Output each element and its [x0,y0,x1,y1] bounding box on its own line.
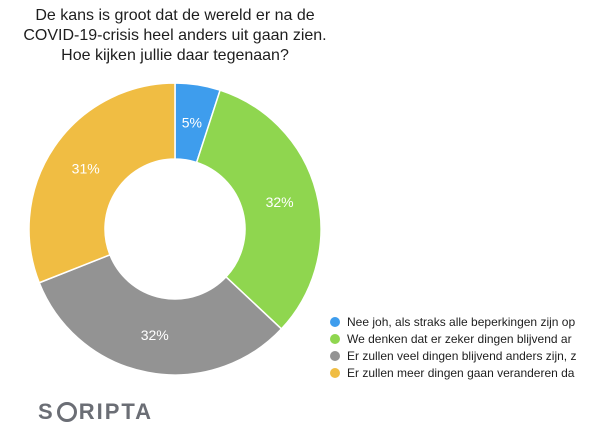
legend-dot-gray [330,350,340,361]
slice-green [195,89,322,331]
donut-chart: 5% 32% 32% 31% [28,82,322,376]
legend-item: We denken dat er zeker dingen blijvend a… [330,330,590,347]
legend-item: Er zullen veel dingen blijvend anders zi… [330,347,590,364]
logo-text-start: S [38,399,55,424]
legend-item: Er zullen meer dingen gaan veranderen da [330,364,590,381]
legend-label: Nee joh, als straks alle beperkingen zij… [347,314,576,329]
chart-title-line-3: Hoe kijken jullie daar tegenaan? [61,47,289,64]
slice-label-green: 32% [266,194,294,210]
chart-title-line-1: De kans is groot dat de wereld er na de [35,7,315,24]
chart-title-line-2: COVID-19-crisis heel anders uit gaan zie… [23,27,327,44]
legend-dot-yellow [330,367,340,378]
legend-label: We denken dat er zeker dingen blijvend a… [347,331,572,346]
legend-item: Nee joh, als straks alle beperkingen zij… [330,313,590,330]
logo-ring-icon [56,402,77,422]
slice-label-yellow: 31% [72,160,100,176]
scripta-logo: S RIPTA [38,399,153,425]
legend-label: Er zullen veel dingen blijvend anders zi… [347,348,577,363]
chart-legend: Nee joh, als straks alle beperkingen zij… [330,313,590,381]
logo-text-end: RIPTA [78,399,154,424]
slice-gray [38,253,283,376]
slice-yellow [28,82,176,284]
legend-dot-blue [330,316,340,327]
legend-dot-green [330,333,340,344]
chart-title: De kans is groot dat de wereld er na de … [0,6,350,66]
slice-label-gray: 32% [141,327,169,343]
legend-label: Er zullen meer dingen gaan veranderen da [347,365,575,380]
slice-label-blue: 5% [182,114,202,130]
